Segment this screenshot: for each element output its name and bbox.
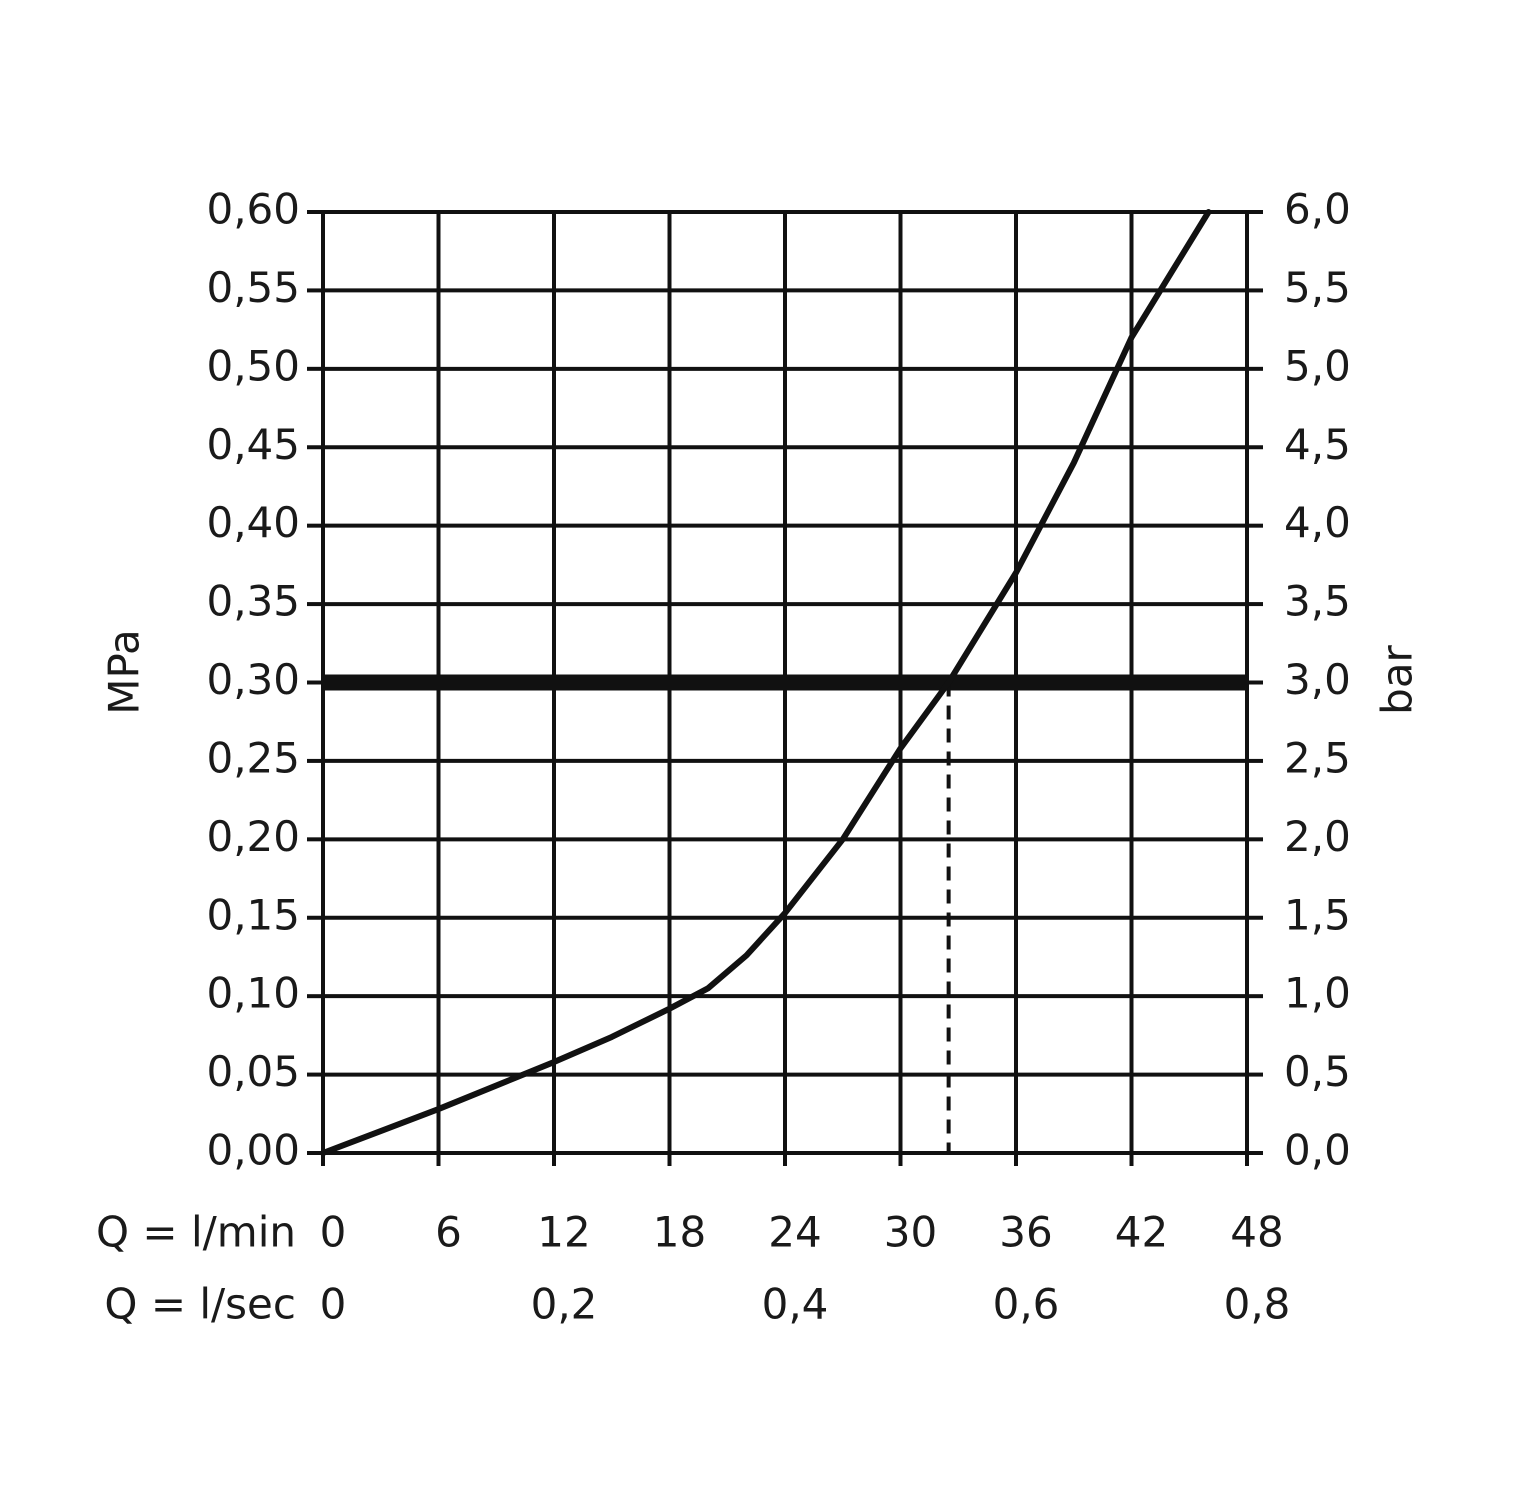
y-tick-label: 0,30	[206, 655, 300, 704]
x-tick-label: 42	[1115, 1208, 1168, 1257]
x-tick-label: 18	[653, 1208, 706, 1257]
y-tick-label: 0,00	[206, 1126, 300, 1175]
y2-tick-label: 4,0	[1284, 498, 1351, 547]
y2-tick-label: 6,0	[1284, 185, 1351, 234]
y2-tick-label: 2,5	[1284, 733, 1351, 782]
y-tick-label: 0,25	[206, 733, 300, 782]
y-tick-label: 0,10	[206, 969, 300, 1018]
x2-axis-label: Q = l/sec	[104, 1280, 296, 1329]
x-axis-label: Q = l/min	[96, 1208, 296, 1257]
y2-tick-label: 5,0	[1284, 341, 1351, 390]
y-tick-label: 0,35	[206, 577, 300, 626]
x-tick-label: 36	[999, 1208, 1052, 1257]
y2-tick-label: 2,0	[1284, 812, 1351, 861]
y-tick-label: 0,50	[206, 341, 300, 390]
y2-tick-label: 0,5	[1284, 1047, 1351, 1096]
y2-tick-label: 3,5	[1284, 577, 1351, 626]
y2-tick-label: 1,0	[1284, 969, 1351, 1018]
y2-tick-label: 5,5	[1284, 263, 1351, 312]
x-tick-label: 24	[768, 1208, 821, 1257]
x2-tick-label: 0,6	[993, 1280, 1060, 1329]
y2-tick-label: 1,5	[1284, 890, 1351, 939]
y2-tick-label: 0,0	[1284, 1126, 1351, 1175]
data-line	[320, 209, 1212, 1156]
y-tick-label: 0,05	[206, 1047, 300, 1096]
x-tick-label: 48	[1230, 1208, 1283, 1257]
x2-tick-label: 0	[320, 1280, 347, 1329]
y2-tick-label: 4,5	[1284, 420, 1351, 469]
y-tick-label: 0,15	[206, 890, 300, 939]
x-tick-label: 12	[537, 1208, 590, 1257]
y-tick-label: 0,20	[206, 812, 300, 861]
x-tick-label: 6	[435, 1208, 462, 1257]
x2-tick-label: 0,2	[531, 1280, 598, 1329]
y2-tick-label: 3,0	[1284, 655, 1351, 704]
x-tick-label: 30	[884, 1208, 937, 1257]
y-tick-label: 0,55	[206, 263, 300, 312]
x2-tick-label: 0,4	[762, 1280, 829, 1329]
y-tick-label: 0,45	[206, 420, 300, 469]
y-axis-label: MPa	[100, 629, 149, 714]
x-tick-label: 0	[320, 1208, 347, 1257]
y-tick-label: 0,40	[206, 498, 300, 547]
y2-axis-label: bar	[1373, 644, 1422, 714]
x2-tick-label: 0,8	[1224, 1280, 1291, 1329]
y-tick-label: 0,60	[206, 185, 300, 234]
